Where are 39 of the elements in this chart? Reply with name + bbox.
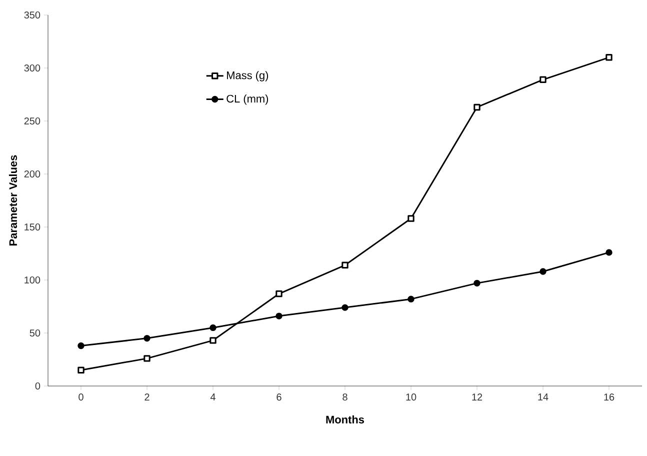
point: [606, 54, 612, 61]
x-tick-label: 10: [406, 394, 416, 401]
point: [540, 268, 546, 275]
point: [210, 324, 216, 332]
x-tick-label: 16: [604, 394, 614, 401]
x-tick-label: 8: [342, 394, 348, 401]
y-tick-label: 50: [30, 329, 40, 337]
x-tick-label: 12: [472, 394, 482, 400]
y-tick-label: 0: [35, 382, 40, 390]
y-tick-label: 200: [24, 170, 40, 178]
point: [408, 215, 414, 222]
point: [276, 312, 282, 320]
y-tick-label: 300: [24, 64, 40, 72]
legend-label: Mass (g): [227, 71, 268, 82]
x-axis-title: Months: [326, 415, 364, 424]
point: [144, 355, 150, 362]
y-tick-label: 100: [24, 276, 40, 284]
point: [78, 366, 84, 374]
point: [78, 342, 84, 350]
point: [276, 290, 282, 298]
y-tick-label: 250: [24, 117, 40, 125]
x-tick-label: 4: [210, 394, 216, 400]
point: [408, 296, 414, 302]
point: [210, 337, 216, 344]
y-axis-title: Parameter Values: [8, 155, 18, 246]
x-tick-label: 6: [276, 394, 282, 401]
point: [474, 104, 480, 111]
legend-label: CL (mm): [226, 94, 268, 105]
y-tick-label: 350: [24, 11, 40, 19]
x-tick-label: 2: [144, 394, 150, 400]
point: [342, 262, 348, 269]
point: [144, 334, 150, 342]
point: [540, 76, 546, 84]
point: [606, 249, 612, 256]
point: [474, 280, 480, 287]
x-tick-label: 14: [538, 394, 548, 400]
point: [342, 304, 348, 311]
y-tick-label: 150: [24, 223, 40, 231]
x-tick-label: 0: [78, 394, 84, 401]
